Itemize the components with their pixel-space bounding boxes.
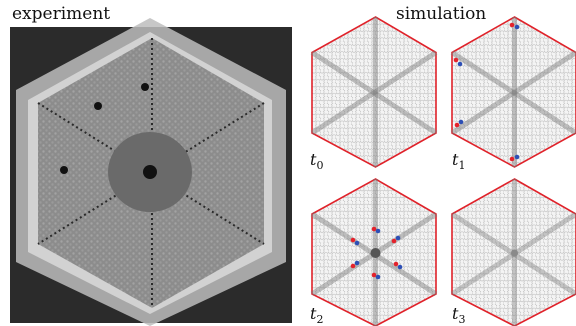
time-label-t1: t1 [452, 150, 466, 173]
panel-t1 [450, 16, 576, 168]
panel-t2 [310, 178, 438, 326]
time-label-t3: t3 [452, 304, 466, 326]
experiment-title: experiment [8, 4, 115, 24]
panel-t0 [310, 16, 438, 168]
defect-pairs-t2 [350, 226, 403, 280]
defect-pairs-t1 [453, 22, 520, 162]
panel-t3 [450, 178, 576, 326]
time-label-t2: t2 [310, 304, 324, 326]
experiment-photo [10, 18, 292, 326]
simulation-title: simulation [392, 4, 491, 24]
time-label-t0: t0 [310, 150, 324, 173]
